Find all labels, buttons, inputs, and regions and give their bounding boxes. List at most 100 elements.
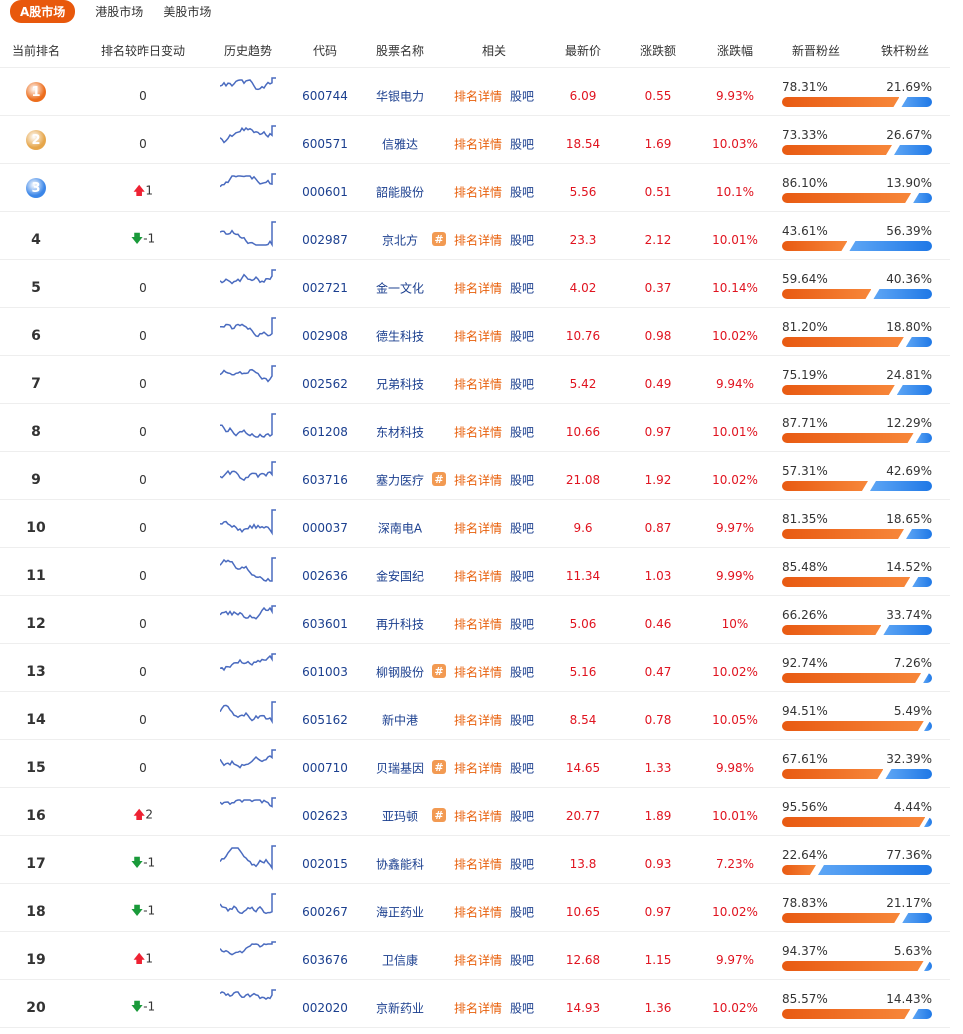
- guba-link[interactable]: 股吧: [509, 569, 535, 584]
- topic-hash-icon[interactable]: #: [432, 808, 446, 822]
- stock-code[interactable]: 002020: [302, 1001, 348, 1015]
- tab-hk-share[interactable]: 港股市场: [95, 4, 144, 19]
- guba-link[interactable]: 股吧: [509, 137, 535, 152]
- stock-name[interactable]: 京北方: [381, 233, 419, 248]
- change-percent: 9.97%: [715, 521, 755, 535]
- stock-name[interactable]: 卫信康: [381, 953, 419, 968]
- rank-detail-link[interactable]: 排名详情: [453, 329, 503, 344]
- stock-code[interactable]: 601208: [302, 425, 348, 439]
- change-amount: 1.89: [644, 809, 672, 823]
- rank-detail-link[interactable]: 排名详情: [453, 1001, 503, 1016]
- rank-medal-icon: 2: [26, 130, 46, 150]
- rank-detail-link[interactable]: 排名详情: [453, 473, 503, 488]
- guba-link[interactable]: 股吧: [509, 89, 535, 104]
- stock-name[interactable]: 金一文化: [375, 281, 425, 296]
- trend-sparkline: [220, 653, 276, 672]
- stock-name[interactable]: 贝瑞基因: [375, 761, 425, 776]
- rank-detail-link[interactable]: 排名详情: [453, 425, 503, 440]
- stock-name[interactable]: 韶能股份: [375, 185, 425, 200]
- loyal-fans-pct: 13.90%: [886, 176, 932, 190]
- tab-us-share[interactable]: 美股市场: [163, 4, 212, 19]
- guba-link[interactable]: 股吧: [509, 377, 535, 392]
- guba-link[interactable]: 股吧: [509, 185, 535, 200]
- rank-detail-link[interactable]: 排名详情: [453, 809, 503, 824]
- rank-detail-link[interactable]: 排名详情: [453, 857, 503, 872]
- stock-code[interactable]: 600744: [302, 89, 348, 103]
- rank-detail-link[interactable]: 排名详情: [453, 281, 503, 296]
- guba-link[interactable]: 股吧: [509, 425, 535, 440]
- rank-detail-link[interactable]: 排名详情: [453, 569, 503, 584]
- stock-name[interactable]: 兄弟科技: [375, 377, 425, 392]
- topic-hash-icon[interactable]: #: [432, 760, 446, 774]
- stock-code[interactable]: 603676: [302, 953, 348, 967]
- guba-link[interactable]: 股吧: [509, 473, 535, 488]
- stock-code[interactable]: 002987: [302, 233, 348, 247]
- stock-name[interactable]: 新中港: [381, 713, 419, 728]
- stock-code[interactable]: 601003: [302, 665, 348, 679]
- guba-link[interactable]: 股吧: [509, 617, 535, 632]
- new-fans-bar: [782, 865, 816, 875]
- guba-link[interactable]: 股吧: [509, 329, 535, 344]
- stock-name[interactable]: 华银电力: [375, 89, 425, 104]
- guba-link[interactable]: 股吧: [509, 665, 535, 680]
- tab-a-share[interactable]: A股市场: [10, 0, 76, 23]
- stock-code[interactable]: 000710: [302, 761, 348, 775]
- stock-code[interactable]: 600267: [302, 905, 348, 919]
- stock-code[interactable]: 002623: [302, 809, 348, 823]
- stock-code[interactable]: 603716: [302, 473, 348, 487]
- guba-link[interactable]: 股吧: [509, 521, 535, 536]
- stock-name[interactable]: 金安国纪: [375, 569, 425, 584]
- guba-link[interactable]: 股吧: [509, 905, 535, 920]
- guba-link[interactable]: 股吧: [509, 857, 535, 872]
- stock-name[interactable]: 东材科技: [375, 425, 425, 440]
- guba-link[interactable]: 股吧: [509, 713, 535, 728]
- stock-code[interactable]: 002636: [302, 569, 348, 583]
- rank-detail-link[interactable]: 排名详情: [453, 761, 503, 776]
- stock-code[interactable]: 002562: [302, 377, 348, 391]
- rank-detail-link[interactable]: 排名详情: [453, 713, 503, 728]
- new-fans-pct: 66.26%: [782, 608, 828, 622]
- rank-detail-link[interactable]: 排名详情: [453, 233, 503, 248]
- stock-name[interactable]: 亚玛顿: [381, 809, 419, 824]
- stock-name[interactable]: 信雅达: [381, 137, 419, 152]
- loyal-fans-bar: [913, 193, 932, 203]
- latest-price: 10.65: [565, 905, 601, 919]
- rank-detail-link[interactable]: 排名详情: [453, 905, 503, 920]
- table-row: 4 🡇-1 002987 京北方 # 排名详情 股吧 23.3 2.12 10.0…: [0, 212, 950, 260]
- stock-code[interactable]: 002908: [302, 329, 348, 343]
- guba-link[interactable]: 股吧: [509, 953, 535, 968]
- rank-detail-link[interactable]: 排名详情: [453, 185, 503, 200]
- rank-detail-link[interactable]: 排名详情: [453, 521, 503, 536]
- stock-code[interactable]: 000601: [302, 185, 348, 199]
- rank-detail-link[interactable]: 排名详情: [453, 89, 503, 104]
- stock-name[interactable]: 协鑫能科: [375, 857, 425, 872]
- rank-detail-link[interactable]: 排名详情: [453, 137, 503, 152]
- stock-name[interactable]: 深南电A: [377, 521, 423, 536]
- topic-hash-icon[interactable]: #: [432, 472, 446, 486]
- stock-name[interactable]: 海正药业: [375, 905, 425, 920]
- stock-code[interactable]: 000037: [302, 521, 348, 535]
- stock-name[interactable]: 京新药业: [375, 1001, 425, 1016]
- guba-link[interactable]: 股吧: [509, 233, 535, 248]
- topic-hash-icon[interactable]: #: [432, 664, 446, 678]
- stock-name[interactable]: 柳钢股份: [375, 665, 425, 680]
- stock-code[interactable]: 603601: [302, 617, 348, 631]
- guba-link[interactable]: 股吧: [509, 809, 535, 824]
- stock-code[interactable]: 002721: [302, 281, 348, 295]
- stock-name[interactable]: 塞力医疗: [375, 473, 425, 488]
- rank-detail-link[interactable]: 排名详情: [453, 617, 503, 632]
- rank-detail-link[interactable]: 排名详情: [453, 665, 503, 680]
- rank-change: 0: [139, 617, 147, 631]
- latest-price: 6.09: [569, 89, 597, 103]
- guba-link[interactable]: 股吧: [509, 281, 535, 296]
- topic-hash-icon[interactable]: #: [432, 232, 446, 246]
- stock-code[interactable]: 605162: [302, 713, 348, 727]
- stock-name[interactable]: 再升科技: [375, 617, 425, 632]
- guba-link[interactable]: 股吧: [509, 761, 535, 776]
- rank-detail-link[interactable]: 排名详情: [453, 377, 503, 392]
- guba-link[interactable]: 股吧: [509, 1001, 535, 1016]
- stock-code[interactable]: 002015: [302, 857, 348, 871]
- stock-code[interactable]: 600571: [302, 137, 348, 151]
- rank-detail-link[interactable]: 排名详情: [453, 953, 503, 968]
- stock-name[interactable]: 德生科技: [375, 329, 425, 344]
